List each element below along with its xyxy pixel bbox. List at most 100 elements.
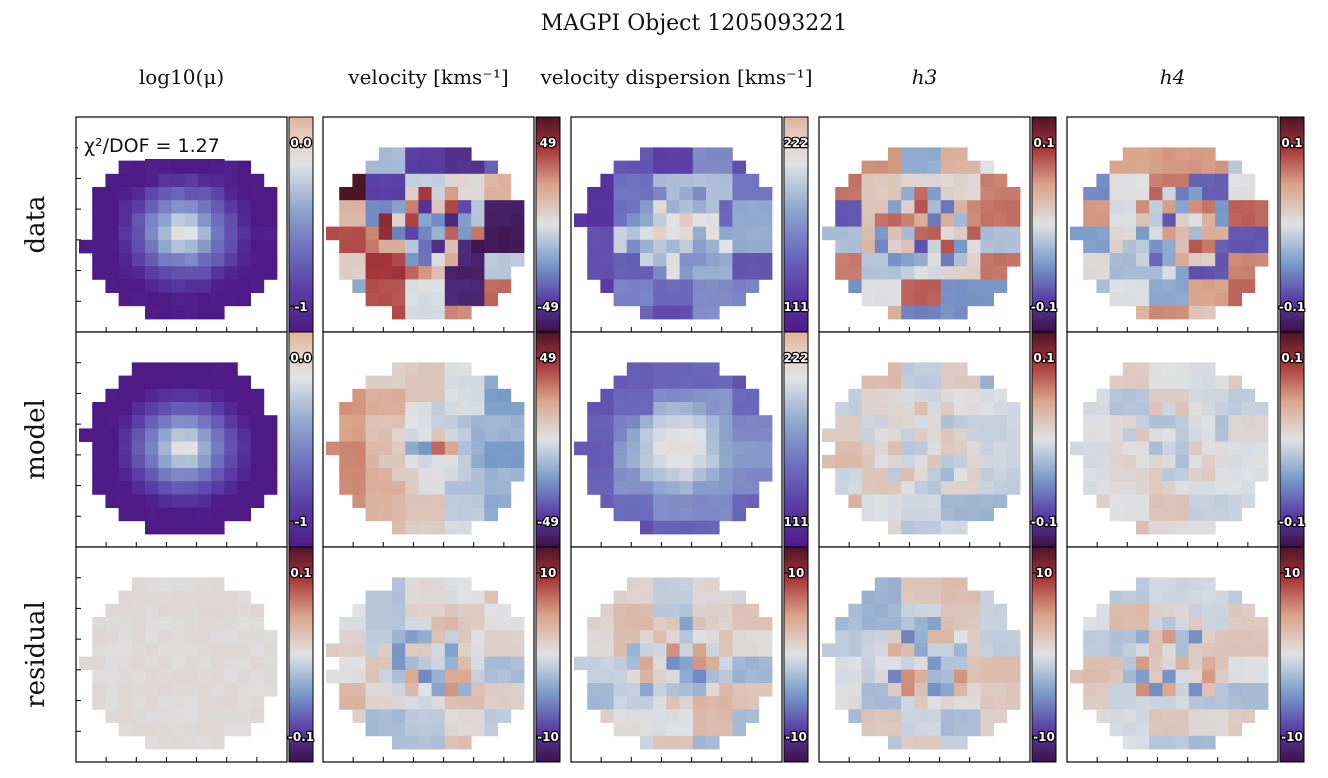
map-pixel (745, 454, 760, 469)
map-pixel (1109, 494, 1124, 508)
map-pixel (914, 441, 928, 456)
map-pixel (237, 643, 251, 657)
map-pixel (392, 160, 406, 175)
map-pixel (365, 279, 380, 293)
map-pixel (105, 388, 119, 403)
map-pixel (1241, 468, 1256, 482)
map-pixels (1070, 147, 1269, 320)
map-pixel (861, 590, 876, 605)
map-pixel (640, 643, 654, 657)
map-pixel (1136, 415, 1150, 429)
map-pixel (1215, 494, 1229, 508)
colorbar-min-label: -0.1 (1031, 515, 1057, 529)
map-pixel (901, 305, 915, 320)
map-pixel (954, 239, 968, 254)
map-pixel (1175, 441, 1190, 456)
map-pixel (211, 683, 225, 697)
map-pixel (901, 454, 915, 469)
map-pixel (471, 590, 485, 605)
map-pixel (626, 696, 641, 710)
map-pixel (1122, 147, 1137, 161)
map-pixel (418, 683, 432, 697)
map-pixel (914, 187, 928, 201)
map-pixel (692, 722, 707, 737)
map-pixel (444, 507, 459, 522)
map-pixel (679, 292, 694, 307)
map-pixel (171, 213, 185, 227)
map-pixel (587, 226, 601, 241)
map-pixel (250, 187, 265, 201)
map-pixel (471, 292, 485, 307)
map-pixel (719, 402, 733, 416)
map-pixel (405, 292, 419, 307)
map-pixel (405, 402, 419, 416)
map-pixel (484, 200, 498, 214)
figure-title: MAGPI Object 1205093221 (541, 11, 848, 36)
map-pixel (1202, 415, 1216, 429)
map-pixel (940, 590, 955, 605)
map-pixel (954, 507, 968, 522)
map-pixel (250, 388, 265, 403)
map-pixel (1254, 200, 1269, 214)
panel-model-h3: 0.1 -0.1 (818, 331, 1058, 548)
map-pixel (940, 630, 955, 644)
map-pixel (706, 160, 720, 175)
map-pixel (993, 656, 1008, 671)
map-pixel (758, 617, 773, 631)
map-pixel (184, 643, 199, 657)
map-pixel (105, 441, 119, 456)
map-pixel (1096, 454, 1110, 469)
map-pixel (1228, 375, 1242, 390)
map-pixel (758, 454, 773, 469)
map-pixel (1096, 415, 1110, 429)
colorbar-max-label: 0.1 (1033, 351, 1054, 365)
map-pixel (418, 590, 432, 605)
panel-residual-velocity: 10-10 (322, 546, 561, 763)
map-pixel (967, 590, 981, 605)
map-pixel (105, 683, 119, 697)
map-pixel (184, 735, 199, 750)
map-pixel (1175, 669, 1190, 684)
map-pixel (653, 239, 667, 254)
map-pixel (484, 507, 498, 522)
map-pixel (1083, 415, 1097, 429)
map-pixel (666, 292, 680, 307)
map-pixel (211, 603, 225, 618)
map-pixel (458, 656, 472, 671)
map-pixel (171, 590, 185, 605)
map-pixel (131, 590, 146, 605)
map-pixel (405, 656, 419, 671)
map-pixel (79, 428, 93, 442)
map-pixel (719, 722, 733, 737)
map-pixel (888, 213, 902, 227)
map-pixel (732, 266, 746, 280)
colorbar-gradient (288, 116, 314, 333)
map-pixel (211, 239, 225, 254)
map-pixel (184, 375, 199, 390)
map-pixel (861, 669, 876, 684)
map-pixel (224, 507, 238, 522)
map-pixel (1215, 722, 1229, 737)
map-pixel (1241, 402, 1256, 416)
map-pixel (901, 428, 915, 442)
map-pixel (431, 266, 446, 280)
map-pixel (444, 696, 459, 710)
map-pixel (706, 683, 720, 697)
map-pixel (431, 279, 446, 293)
map-pixel (1188, 173, 1203, 188)
map-pixel (993, 266, 1008, 280)
map-pixel (1215, 481, 1229, 495)
map-pixel (471, 603, 485, 618)
axis-ticks (848, 542, 1001, 547)
map-pixel (626, 266, 641, 280)
map-pixel (993, 709, 1008, 723)
map-pixel (405, 709, 419, 723)
map-pixel (378, 696, 393, 710)
map-pixel (954, 520, 968, 535)
map-pixel (679, 362, 694, 376)
map-pixel (1228, 709, 1242, 723)
map-pixel (732, 454, 746, 469)
map-pixel (954, 441, 968, 456)
map-pixel (626, 187, 641, 201)
map-pixel (626, 722, 641, 737)
